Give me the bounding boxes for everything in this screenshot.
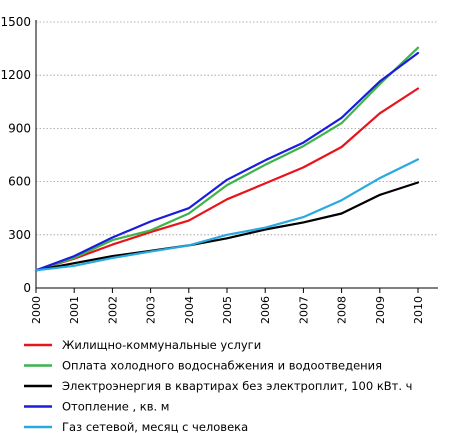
legend-label: Газ сетевой, месяц с человека: [62, 420, 248, 433]
y-tick-label: 600: [8, 175, 31, 189]
x-tick-label: 2005: [221, 296, 234, 324]
legend-label: Жилищно-коммунальные услуги: [62, 338, 261, 352]
x-tick-label: 2000: [30, 296, 43, 324]
series-lines: [34, 46, 420, 272]
series-line-3: [34, 51, 420, 272]
series-line-0: [34, 87, 420, 272]
axes: [35, 20, 438, 289]
legend-label: Электроэнергия в квартирах без электропл…: [62, 379, 412, 393]
legend: Жилищно-коммунальные услуги Оплата холодн…: [24, 338, 412, 433]
y-tick-label: 0: [23, 281, 31, 295]
grid: [36, 21, 438, 236]
x-tick-label: 2009: [374, 296, 387, 324]
x-tick-label: 2007: [297, 296, 310, 324]
x-tick-label: 2001: [68, 296, 81, 324]
x-tick-label: 2003: [145, 296, 158, 324]
x-tick-label: 2004: [183, 296, 196, 324]
y-axis-ticks: 0 300 600 900 1200 1500: [0, 15, 31, 295]
y-tick-label: 1500: [0, 15, 31, 29]
y-tick-label: 300: [8, 228, 31, 242]
series-line-1: [34, 46, 420, 272]
x-tick-label: 2010: [412, 296, 425, 324]
y-tick-label: 900: [8, 121, 31, 135]
x-axis-ticks: 2000 2001 2002 2003 2004 2005 2006 2007 2008 2009…: [30, 288, 425, 324]
series-line-2: [34, 181, 420, 272]
legend-label: Оплата холодного водоснабжения и водоотв…: [62, 359, 382, 373]
x-tick-label: 2008: [336, 296, 349, 324]
legend-label: Отопление , кв. м: [62, 400, 169, 414]
y-tick-label: 1200: [0, 68, 31, 82]
series-line-4: [34, 158, 420, 272]
x-tick-label: 2002: [106, 296, 119, 324]
x-tick-label: 2006: [259, 296, 272, 324]
